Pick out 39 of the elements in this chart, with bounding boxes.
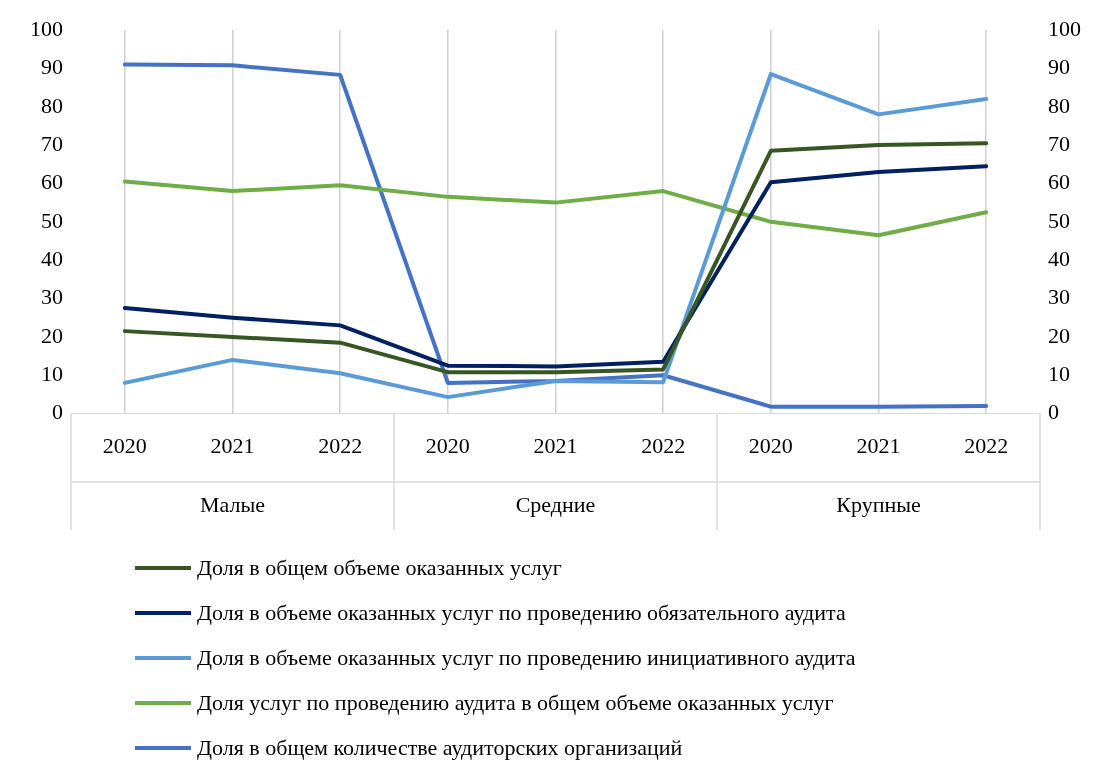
x-tick-label: 2022 bbox=[641, 432, 686, 458]
legend-label: Доля в общем объеме оказанных услуг bbox=[197, 554, 562, 581]
y-tick-label: 40 bbox=[41, 245, 63, 271]
text: Средние bbox=[515, 491, 596, 517]
x-tick-label: 2021 bbox=[533, 432, 578, 458]
x-tick-label: 2022 bbox=[964, 432, 1009, 458]
y2-tick-label: 60 bbox=[1048, 169, 1070, 195]
legend-label: Доля в общем количестве аудиторских организаций bbox=[197, 734, 683, 761]
y2-tick-label: 10 bbox=[1048, 361, 1070, 387]
y2-tick-label: 40 bbox=[1048, 245, 1070, 271]
x-tick-label: 2020 bbox=[425, 432, 470, 458]
legend-label: Доля в объеме оказанных услуг по проведению инициативного аудита bbox=[197, 644, 856, 671]
y-tick-label: 90 bbox=[41, 54, 63, 80]
x-tick-label: 2020 bbox=[102, 432, 147, 458]
y2-tick-label: 90 bbox=[1048, 54, 1070, 80]
y-tick-label: 60 bbox=[41, 169, 63, 195]
y2-tick-label: 30 bbox=[1048, 284, 1070, 310]
x-tick-label: 2022 bbox=[318, 432, 363, 458]
x-tick-label: 2021 bbox=[856, 432, 901, 458]
y-tick-label: 30 bbox=[41, 284, 63, 310]
y-tick-label: 0 bbox=[52, 399, 63, 425]
x-tick-label: 2021 bbox=[210, 432, 255, 458]
y-tick-label: 10 bbox=[41, 361, 63, 387]
text: Крупные bbox=[836, 491, 921, 517]
y-tick-label: 20 bbox=[41, 322, 63, 348]
y2-tick-label: 50 bbox=[1048, 207, 1070, 233]
y2-tick-label: 70 bbox=[1048, 130, 1070, 156]
y-tick-label: 50 bbox=[41, 207, 63, 233]
y2-tick-label: 20 bbox=[1048, 322, 1070, 348]
y2-tick-label: 100 bbox=[1048, 15, 1081, 41]
y2-tick-label: 80 bbox=[1048, 92, 1070, 118]
legend-label: Доля услуг по проведению аудита в общем объеме оказанных услуг bbox=[197, 689, 834, 716]
text: Малые bbox=[199, 491, 266, 517]
x-tick-label: 2020 bbox=[748, 432, 793, 458]
legend-label: Доля в объеме оказанных услуг по проведению обязательного аудита bbox=[197, 599, 846, 626]
y-tick-label: 100 bbox=[30, 15, 63, 41]
y-tick-label: 70 bbox=[41, 130, 63, 156]
y2-tick-label: 0 bbox=[1048, 399, 1059, 425]
y-tick-label: 80 bbox=[41, 92, 63, 118]
